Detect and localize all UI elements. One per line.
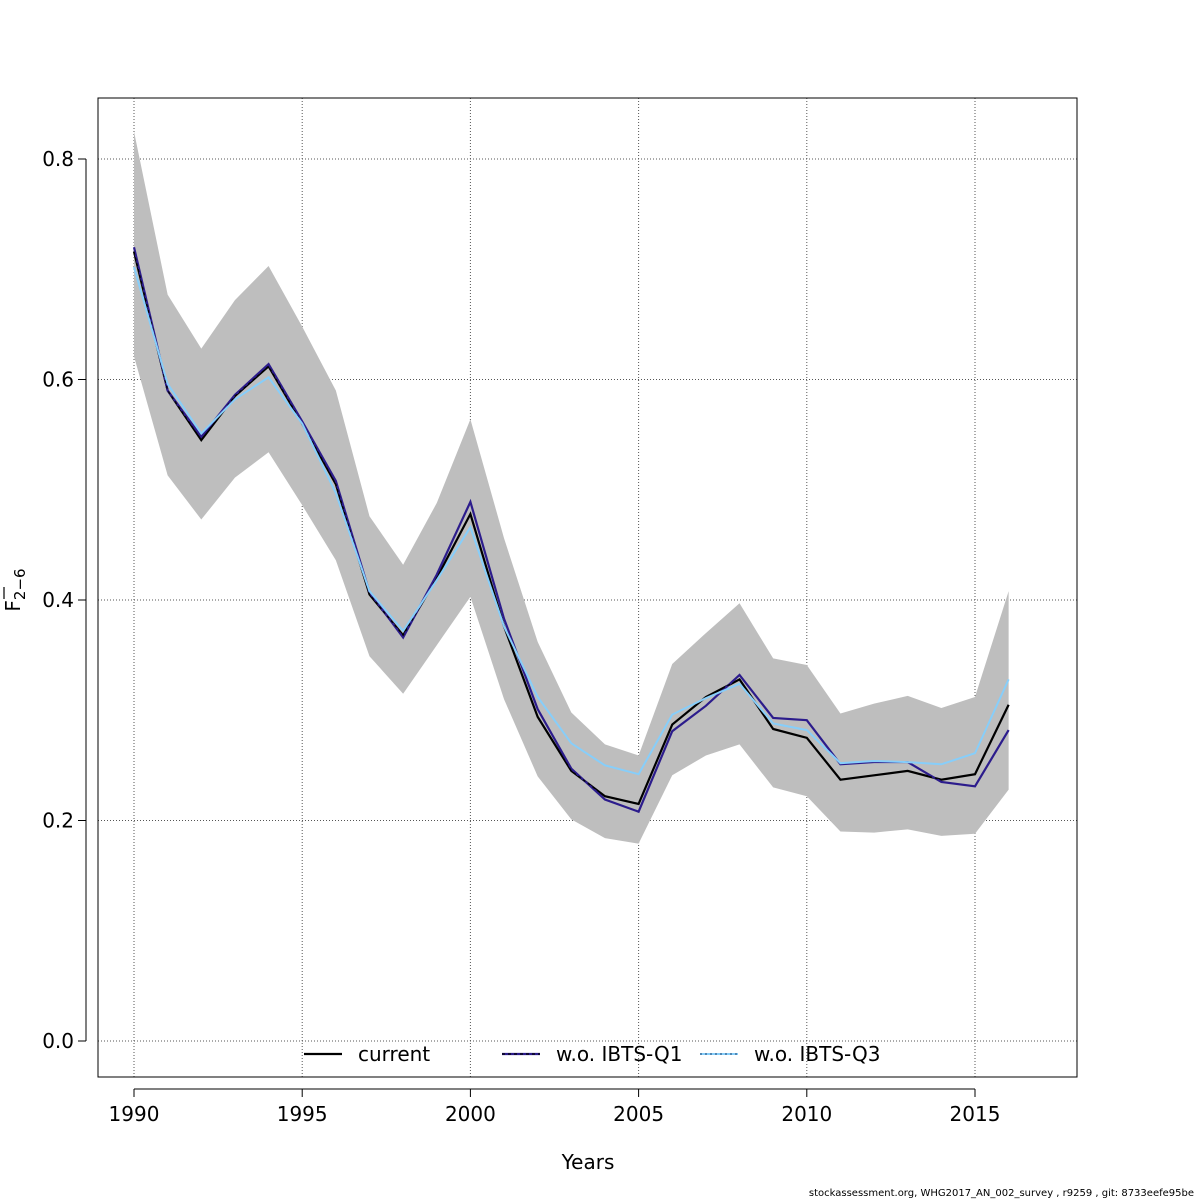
- series-line-wo-ibts-q3: [133, 266, 1010, 776]
- series-layer: [132, 246, 1010, 814]
- confidence-band: [134, 131, 1009, 844]
- x-tick-label: 1990: [109, 1102, 160, 1126]
- legend-item: w.o. IBTS-Q3: [700, 1042, 880, 1066]
- x-tick-label: 2010: [781, 1102, 832, 1126]
- x-tick-label: 2000: [445, 1102, 496, 1126]
- footer-text: stockassessment.org, WHG2017_AN_002_surv…: [808, 1188, 1194, 1199]
- series-line-wo-ibts-q1: [132, 246, 1010, 814]
- y-tick-label: 0.4: [42, 588, 74, 612]
- y-tick-label: 0.6: [42, 368, 74, 392]
- axes-layer: 1990 1995 2000 2005 2010 2015 0.0 0.2 0.4 0.6 0.8: [42, 97, 1078, 1126]
- confidence-band-layer: [134, 131, 1009, 844]
- legend-label: w.o. IBTS-Q1: [556, 1042, 682, 1066]
- y-axis-title-main: F: [1, 600, 25, 612]
- legend-item: current: [304, 1042, 430, 1066]
- legend-label: current: [358, 1042, 430, 1066]
- y-axis-title: F2−6: [1, 568, 29, 611]
- legend-item: w.o. IBTS-Q1: [502, 1042, 682, 1066]
- axis-titles: Years F2−6: [1, 568, 614, 1174]
- x-axis-title: Years: [561, 1150, 615, 1174]
- y-tick-label: 0.0: [42, 1029, 74, 1053]
- series-line-current-dashed-overlay: [133, 251, 1010, 805]
- y-tick-label: 0.2: [42, 809, 74, 833]
- legend: current w.o. IBTS-Q1 w.o. IBTS-Q3: [304, 1042, 880, 1066]
- y-axis-title-subscript: 2−6: [11, 568, 29, 600]
- legend-label: w.o. IBTS-Q3: [754, 1042, 880, 1066]
- y-tick-label: 0.8: [42, 147, 74, 171]
- x-tick-label: 2015: [950, 1102, 1001, 1126]
- grid-lines: [98, 98, 1077, 1077]
- plot-frame: [97, 97, 1078, 1078]
- x-tick-label: 1995: [277, 1102, 328, 1126]
- x-tick-label: 2005: [613, 1102, 664, 1126]
